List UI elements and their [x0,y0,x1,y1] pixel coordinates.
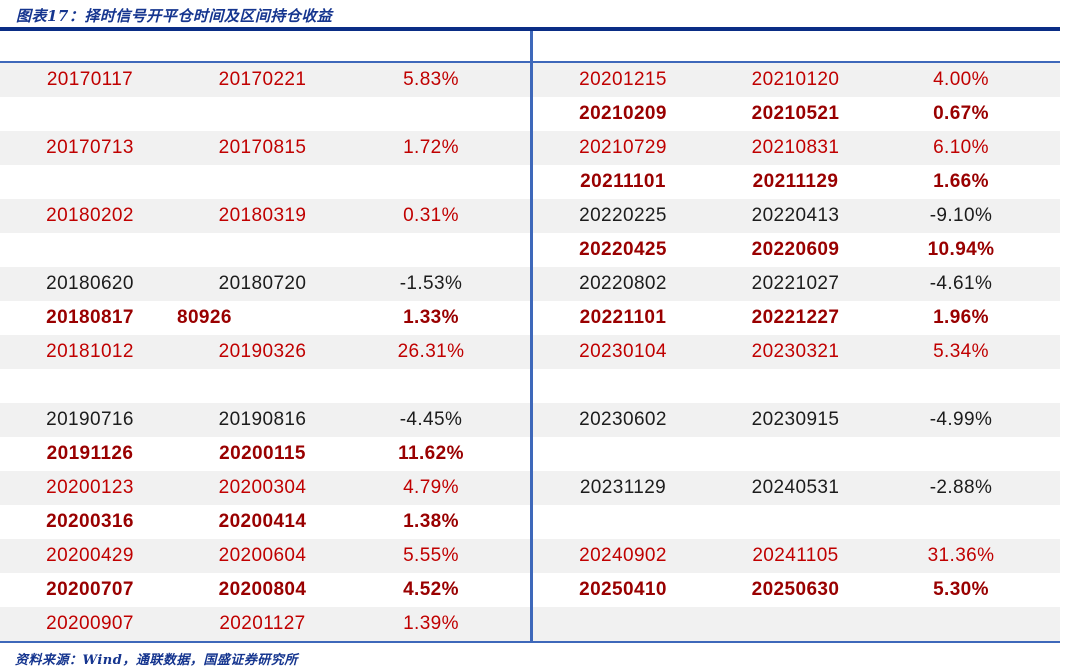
table-cell: 20200304 [218,477,307,498]
table-cell: 1.96% [933,307,989,328]
table-cell: 20180620 [46,273,134,294]
table-cell: 20200115 [219,443,306,464]
table-cell: 20180319 [218,205,307,226]
table-cell: 20221101 [579,307,667,328]
table-cell: 20201127 [219,613,306,634]
table-row: 20220425 20220609 10.94% [0,233,1060,267]
table-cell: 20220802 [579,273,667,294]
table-cell: 20210521 [751,103,840,124]
table-cell: 4.79% [403,477,459,498]
signal-table: 20170117 20170221 5.83% 20201215 20210120 4.0… [0,27,1060,643]
table-cell: 20170815 [218,137,307,158]
table-cell: 20200414 [218,511,307,532]
table-cell: -2.88% [929,477,993,498]
table-cell: 20220225 [579,205,667,226]
table-cell: 1.33% [403,307,459,328]
table-cell: 0.67% [933,103,989,124]
table-cell: 20210831 [751,137,840,158]
table-cell: 20220425 [579,239,667,260]
table-cell: 20180202 [46,205,134,226]
table-cell: 20180817 [46,307,134,328]
table-cell: 20240531 [751,477,840,498]
table-cell: 26.31% [397,341,465,362]
table-cell: 20200123 [46,477,134,498]
table-cell: -9.10% [929,205,993,226]
table-cell: 20181012 [46,341,134,362]
table-cell: 80926 [177,307,232,328]
table-row: 20191126 20200115 11.62% [0,437,1060,471]
table-cell: -1.53% [399,273,463,294]
table-cell: 20220413 [751,205,840,226]
table-cell: 20230602 [579,409,667,430]
table-cell: 20230104 [579,341,667,362]
table-cell: 20170117 [46,69,134,90]
table-cell: 20210209 [579,103,667,124]
table-cell: 20200316 [46,511,134,532]
table-row: 20200707 20200804 4.52% 20250410 20250630 5.3… [0,573,1060,607]
table-cell: 20250630 [751,579,840,600]
table-cell: 31.36% [927,545,995,566]
table-cell: 20241105 [752,545,839,566]
table-row: 20211101 20211129 1.66% [0,165,1060,199]
table-cell: 1.39% [403,613,459,634]
table-cell: 1.72% [403,137,459,158]
table-cell: 5.55% [403,545,459,566]
table-cell: 1.66% [933,171,989,192]
table-cell: 20221227 [751,307,840,328]
table-cell: 1.38% [403,511,459,532]
table-cell: 20190326 [218,341,307,362]
table-cell: 20250410 [579,579,667,600]
table-row: 20210209 20210521 0.67% [0,97,1060,131]
table-cell: 20231129 [579,477,667,498]
table-center-divider [530,31,533,643]
table-row: 20200316 20200414 1.38% [0,505,1060,539]
table-cell: 20230321 [751,341,840,362]
table-cell: 4.00% [933,69,989,90]
table-cell: 20240902 [579,545,667,566]
table-cell: 20200604 [218,545,307,566]
table-cell: 20200907 [46,613,134,634]
table-cell: 20190716 [46,409,134,430]
table-cell: 4.52% [403,579,459,600]
figure-title: 图表17：择时信号开平仓时间及区间持仓收益 [16,7,333,25]
table-cell: 20190816 [218,409,307,430]
table-cell: 20211101 [580,171,666,192]
table-cell: 20210729 [579,137,667,158]
table-cell: 20170713 [46,137,134,158]
table-cell: 20220609 [751,239,840,260]
table-cell: 20191126 [46,443,134,464]
table-cell: -4.45% [399,409,463,430]
table-cell: 11.62% [398,443,464,464]
data-source-note: 资料来源：Wind，通联数据，国盛证券研究所 [15,653,298,668]
table-row: 20180817 80926 1.33% 20221101 20221227 1.96% [0,301,1060,335]
table-cell: 20201215 [579,69,667,90]
table-cell: 5.34% [933,341,989,362]
table-cell: 20221027 [751,273,840,294]
table-cell: 5.30% [933,579,989,600]
table-cell: 20211129 [752,171,839,192]
table-cell: 5.83% [403,69,459,90]
table-cell: 20200804 [218,579,307,600]
table-cell: 20210120 [751,69,840,90]
table-cell: 10.94% [927,239,995,260]
table-cell: 20200707 [46,579,134,600]
table-cell: 6.10% [933,137,989,158]
table-cell: 20180720 [218,273,307,294]
table-cell: 20230915 [751,409,840,430]
table-cell: 0.31% [403,205,459,226]
table-cell: -4.99% [929,409,993,430]
table-cell: 20200429 [46,545,134,566]
table-cell: 20170221 [218,69,307,90]
table-cell: -4.61% [929,273,993,294]
